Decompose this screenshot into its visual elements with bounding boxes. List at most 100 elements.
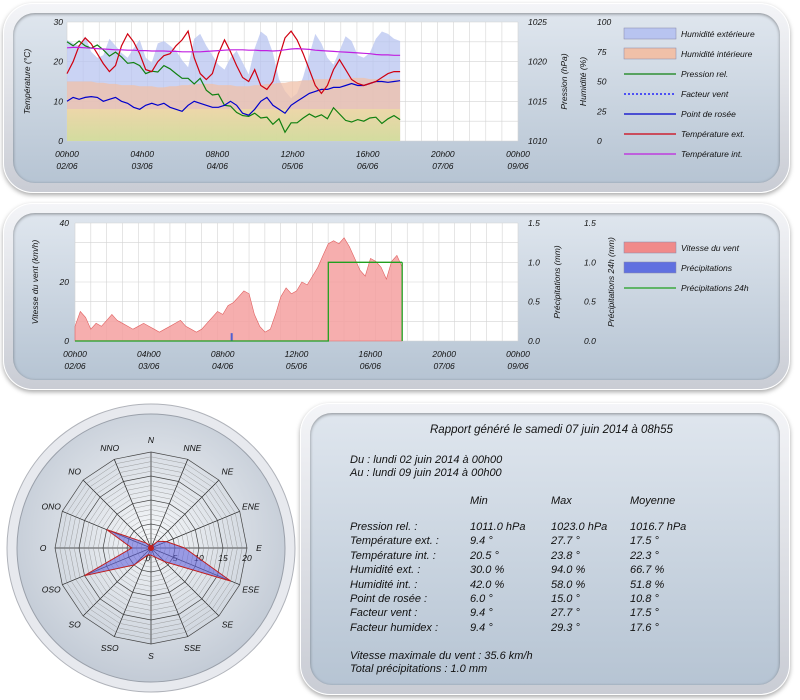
rose-direction-label: N	[148, 435, 155, 445]
humidity-tick-label: 75	[597, 47, 607, 57]
report-row-min: 30.0 %	[470, 564, 505, 577]
rose-ring	[102, 499, 200, 597]
report-row-max: 1023.0 hPa	[551, 521, 608, 533]
report-row-avg: 10.8 °	[630, 593, 659, 605]
temperature-tick-label: 0	[58, 136, 63, 146]
wind-tick-label: 20	[59, 277, 70, 287]
rose-ring	[78, 475, 224, 621]
x-tick-label: 04h00	[137, 349, 161, 359]
x-tick-label: 12h00	[285, 349, 309, 359]
humidity-tick-label: 0	[597, 136, 602, 146]
rose-data-polygon	[84, 529, 232, 582]
humidity-tick-label: 100	[597, 17, 611, 27]
rose-direction-label: ESE	[242, 584, 259, 594]
x-tick-label: 00h00	[63, 349, 87, 359]
header-min: Min	[470, 495, 488, 507]
rose-ring	[126, 523, 176, 573]
series-line	[75, 261, 403, 342]
humidity-tick-label: 50	[597, 77, 607, 87]
legend-label: Point de rosée	[681, 109, 736, 119]
x-tick-date: 04/06	[212, 361, 234, 371]
x-tick-label: 16h00	[356, 149, 380, 159]
report-row-max: 15.0 °	[551, 593, 580, 605]
report-row-min: 6.0 °	[470, 593, 493, 605]
precip-total: Total précipitations : 1.0 mm	[350, 663, 488, 675]
rose-ring	[59, 456, 243, 640]
wind-tick-label: 40	[60, 218, 70, 228]
wind-rose: NNNENEENEEESESESSESSSOSOOSOOONONONNO0510…	[5, 402, 297, 694]
rose-ring	[117, 514, 185, 582]
precip24-tick-label: 1.5	[584, 218, 596, 228]
series-line	[66, 40, 401, 134]
legend-label: Température ext.	[681, 129, 745, 139]
x-tick-label: 00h00	[55, 149, 79, 159]
wind-axis-label: Vitesse du vent (km/h)	[30, 240, 40, 325]
precip-tick-label: 1.5	[528, 218, 540, 228]
rose-direction-label: NNO	[100, 443, 119, 453]
report-from: Du : lundi 02 juin 2014 à 00h00	[350, 454, 503, 466]
rose-ring	[83, 480, 219, 616]
rose-direction-label: S	[148, 651, 154, 661]
report-row-label: Pression rel. :	[350, 521, 418, 533]
report-row-avg: 17.5 °	[630, 535, 659, 548]
rose-ring	[112, 509, 190, 587]
precip24-tick-label: 1.0	[584, 257, 596, 267]
report-row-avg: 66.7 %	[630, 564, 665, 577]
x-tick-date: 02/06	[56, 161, 78, 171]
report-row-label: Humidité ext. :	[350, 564, 421, 577]
rose-direction-label: NE	[221, 467, 233, 477]
rose-ring	[107, 504, 195, 592]
x-tick-label: 20h00	[431, 349, 456, 359]
report-row-max: 29.3 °	[551, 621, 580, 634]
report-row-label: Facteur vent :	[350, 607, 418, 620]
x-tick-label: 08h00	[211, 349, 235, 359]
x-tick-date: 03/06	[138, 361, 160, 371]
report-row-min: 42.0 %	[470, 578, 505, 591]
precip24-tick-label: 0.0	[584, 336, 596, 346]
report-panel	[300, 403, 790, 695]
pressure-tick-label: 1015	[528, 96, 547, 106]
x-tick-date: 04/06	[207, 161, 229, 171]
rose-ring	[88, 485, 214, 611]
legend-label: Température int.	[681, 149, 743, 159]
legend-label: Pression rel.	[681, 69, 728, 79]
report-row-max: 27.7 °	[551, 535, 580, 548]
rose-ring	[93, 490, 209, 606]
x-tick-date: 07/06	[432, 161, 454, 171]
report-row-max: 58.0 %	[551, 578, 586, 591]
report-row-min: 20.5 °	[470, 549, 499, 562]
precip-bar	[230, 333, 233, 341]
x-tick-date: 06/06	[360, 361, 382, 371]
x-tick-label: 04h00	[130, 149, 154, 159]
rose-direction-label: NO	[68, 467, 81, 477]
legend-label: Précipitations	[681, 263, 733, 273]
rose-ring	[54, 451, 248, 645]
precip24-tick-label: 0.5	[584, 297, 596, 307]
x-tick-label: 16h00	[359, 349, 383, 359]
x-tick-date: 09/06	[507, 161, 529, 171]
report-row-min: 9.4 °	[470, 607, 493, 620]
precip-tick-label: 0.0	[528, 336, 540, 346]
rose-direction-label: SE	[222, 619, 234, 629]
temperature-tick-label: 20	[53, 57, 64, 67]
precip-axis-label: Précipitations (mm)	[552, 245, 562, 318]
report-row-label: Humidité int. :	[350, 578, 418, 591]
legend-swatch	[623, 261, 677, 274]
humidity-tick-label: 25	[596, 106, 607, 116]
humidity-axis-label: Humidité (%)	[578, 57, 588, 106]
rose-center	[148, 545, 154, 551]
series-line	[66, 46, 401, 56]
report-row-avg: 51.8 %	[630, 578, 665, 591]
rose-ring	[64, 461, 238, 635]
report-row-label: Température int. :	[350, 549, 436, 562]
pressure-axis-label: Pression (hPa)	[559, 53, 569, 109]
wind-chart: 00h00 02/06 04h00 03/06 08h00 04/06 12h00 05/06…	[30, 218, 749, 371]
rose-direction-label: SO	[68, 619, 81, 629]
x-tick-label: 20h00	[430, 149, 455, 159]
ground-fill	[67, 109, 401, 141]
rose-ring	[73, 470, 229, 626]
report-row-avg: 17.5 °	[630, 607, 659, 620]
legend-swatch	[623, 27, 677, 40]
report-row-label: Point de rosée :	[350, 593, 428, 605]
report-row-min: 9.4 °	[470, 535, 493, 548]
